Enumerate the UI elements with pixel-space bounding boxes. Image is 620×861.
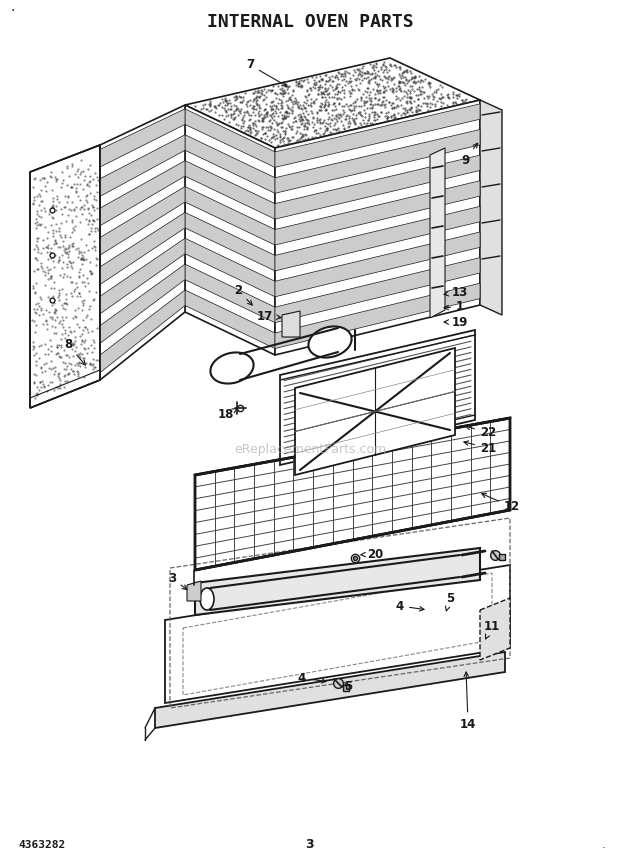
Text: 5: 5: [344, 679, 352, 692]
Text: 20: 20: [361, 548, 383, 561]
Polygon shape: [185, 290, 275, 349]
Polygon shape: [275, 155, 480, 220]
Text: 11: 11: [484, 620, 500, 639]
Polygon shape: [275, 207, 480, 271]
Text: 19: 19: [444, 315, 468, 329]
Text: 4363282: 4363282: [18, 840, 65, 850]
Text: 21: 21: [464, 441, 496, 455]
Polygon shape: [480, 598, 510, 660]
Polygon shape: [100, 290, 185, 373]
Text: INTERNAL OVEN PARTS: INTERNAL OVEN PARTS: [206, 13, 414, 31]
Polygon shape: [100, 264, 185, 344]
Text: 17: 17: [257, 309, 281, 323]
Polygon shape: [100, 213, 185, 284]
Text: 8: 8: [64, 338, 86, 365]
Polygon shape: [30, 145, 100, 408]
Polygon shape: [195, 548, 480, 615]
Text: ·: ·: [10, 4, 14, 18]
Ellipse shape: [210, 352, 254, 383]
Text: 2: 2: [234, 283, 252, 305]
Polygon shape: [275, 257, 480, 323]
Polygon shape: [275, 104, 480, 167]
Text: 1: 1: [444, 300, 464, 313]
Text: 12: 12: [482, 493, 520, 513]
Text: 13: 13: [444, 286, 468, 299]
Text: .: .: [601, 840, 605, 850]
Text: 4: 4: [396, 599, 424, 612]
Polygon shape: [187, 581, 201, 601]
Polygon shape: [295, 348, 455, 475]
Polygon shape: [100, 105, 185, 380]
Polygon shape: [185, 187, 275, 245]
Text: 18: 18: [218, 408, 237, 422]
Polygon shape: [282, 311, 300, 337]
Ellipse shape: [200, 588, 214, 610]
Polygon shape: [100, 108, 185, 167]
Polygon shape: [280, 330, 475, 465]
Polygon shape: [480, 100, 502, 315]
Polygon shape: [185, 238, 275, 297]
Text: 7: 7: [246, 59, 286, 86]
Polygon shape: [185, 58, 480, 148]
Polygon shape: [155, 652, 505, 728]
Text: 5: 5: [445, 592, 454, 610]
Polygon shape: [185, 108, 275, 167]
Polygon shape: [185, 105, 275, 355]
Polygon shape: [275, 100, 480, 355]
Polygon shape: [100, 161, 185, 226]
Polygon shape: [100, 238, 185, 314]
Polygon shape: [430, 148, 445, 318]
Text: 3: 3: [306, 839, 314, 852]
Polygon shape: [275, 283, 480, 349]
Text: 9: 9: [461, 143, 477, 166]
Polygon shape: [275, 129, 480, 193]
Polygon shape: [195, 418, 510, 570]
Polygon shape: [185, 161, 275, 220]
Text: 22: 22: [466, 425, 496, 439]
Polygon shape: [185, 135, 275, 193]
Polygon shape: [275, 181, 480, 245]
Text: 4: 4: [298, 672, 326, 684]
Text: eReplacementParts.com: eReplacementParts.com: [234, 443, 386, 456]
Polygon shape: [185, 264, 275, 323]
Polygon shape: [275, 232, 480, 297]
Polygon shape: [165, 565, 510, 703]
Ellipse shape: [308, 326, 352, 357]
Polygon shape: [100, 135, 185, 196]
Text: 3: 3: [168, 572, 187, 590]
Polygon shape: [100, 187, 185, 255]
Polygon shape: [185, 213, 275, 271]
Text: 14: 14: [460, 672, 476, 730]
